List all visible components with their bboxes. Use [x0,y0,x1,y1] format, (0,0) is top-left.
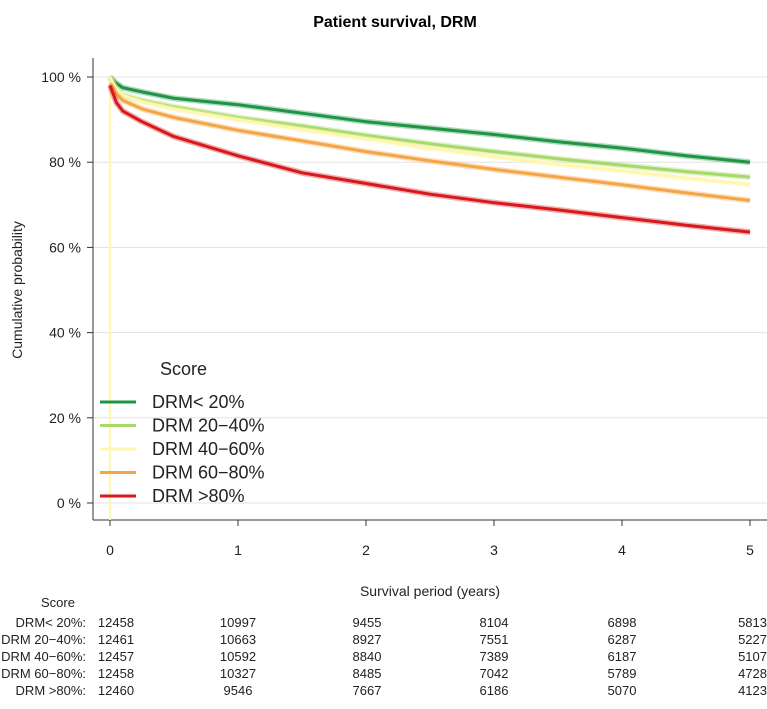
risk-cell: 12458 [98,615,134,630]
series-line-0 [108,75,751,164]
legend-title: Score [160,359,207,379]
risk-cell: 10663 [220,632,256,647]
y-axis: 0 % 20 % 40 % 60 % 80 % 100 % [41,69,93,511]
risk-cell: 10327 [220,666,256,681]
series-line-4 [108,84,751,234]
x-tick-label: 4 [618,542,626,558]
risk-cell: 12458 [98,666,134,681]
risk-cell: 10997 [220,615,256,630]
risk-cell: 6186 [480,683,509,698]
risk-row-label: DRM 60−80%: [1,666,86,681]
y-tick-label: 40 % [49,325,81,341]
risk-cell: 4728 [738,666,767,681]
y-tick-label: 0 % [57,495,81,511]
x-tick-label: 2 [362,542,370,558]
risk-cell: 7551 [480,632,509,647]
risk-row-label: DRM >80%: [16,683,86,698]
risk-cell: 4123 [738,683,767,698]
risk-cell: 9455 [353,615,382,630]
legend-label-1: DRM 20−40% [152,416,265,436]
legend-label-3: DRM 60−80% [152,463,265,483]
risk-cell: 5070 [608,683,637,698]
risk-row-label: DRM 20−40%: [1,632,86,647]
risk-cell: 7389 [480,649,509,664]
risk-cell: 6187 [608,649,637,664]
risk-cell: 12461 [98,632,134,647]
series-line-3 [108,82,751,202]
risk-cell: 9546 [224,683,253,698]
y-tick-label: 100 % [41,69,81,85]
risk-table: Score DRM< 20%: 12458 10997 9455 8104 6898 581… [1,595,767,698]
risk-row-label: DRM 40−60%: [1,649,86,664]
risk-row-label: DRM< 20%: [16,615,86,630]
risk-cell: 5789 [608,666,637,681]
risk-cell: 6287 [608,632,637,647]
risk-cell: 7667 [353,683,382,698]
risk-cell: 8840 [353,649,382,664]
x-tick-label: 3 [490,542,498,558]
y-axis-label: Cumulative probability [9,221,25,359]
y-tick-label: 20 % [49,410,81,426]
x-axis: 0 1 2 3 4 5 [106,520,754,558]
chart-title: Patient survival, DRM [313,14,477,31]
legend: Score DRM< 20% DRM 20−40% DRM 40−60% DRM 60… [100,359,265,506]
x-tick-label: 0 [106,542,114,558]
legend-label-2: DRM 40−60% [152,439,265,459]
x-axis-label: Survival period (years) [360,583,500,599]
series-line-2 [108,76,751,186]
risk-cell: 5813 [738,615,767,630]
risk-cell: 8927 [353,632,382,647]
risk-cell: 12460 [98,683,134,698]
risk-cell: 5107 [738,649,767,664]
risk-cell: 7042 [480,666,509,681]
risk-cell: 12457 [98,649,134,664]
risk-cell: 8485 [353,666,382,681]
series-layer [107,74,751,236]
x-tick-label: 1 [234,542,242,558]
risk-cell: 10592 [220,649,256,664]
legend-label-4: DRM >80% [152,486,245,506]
y-tick-label: 60 % [49,239,81,255]
plot-frame [92,58,767,521]
risk-cell: 6898 [608,615,637,630]
y-tick-label: 80 % [49,154,81,170]
risk-cell: 8104 [480,615,509,630]
x-tick-label: 5 [746,542,754,558]
risk-cell: 5227 [738,632,767,647]
risk-table-title: Score [41,595,75,610]
legend-label-0: DRM< 20% [152,392,245,412]
